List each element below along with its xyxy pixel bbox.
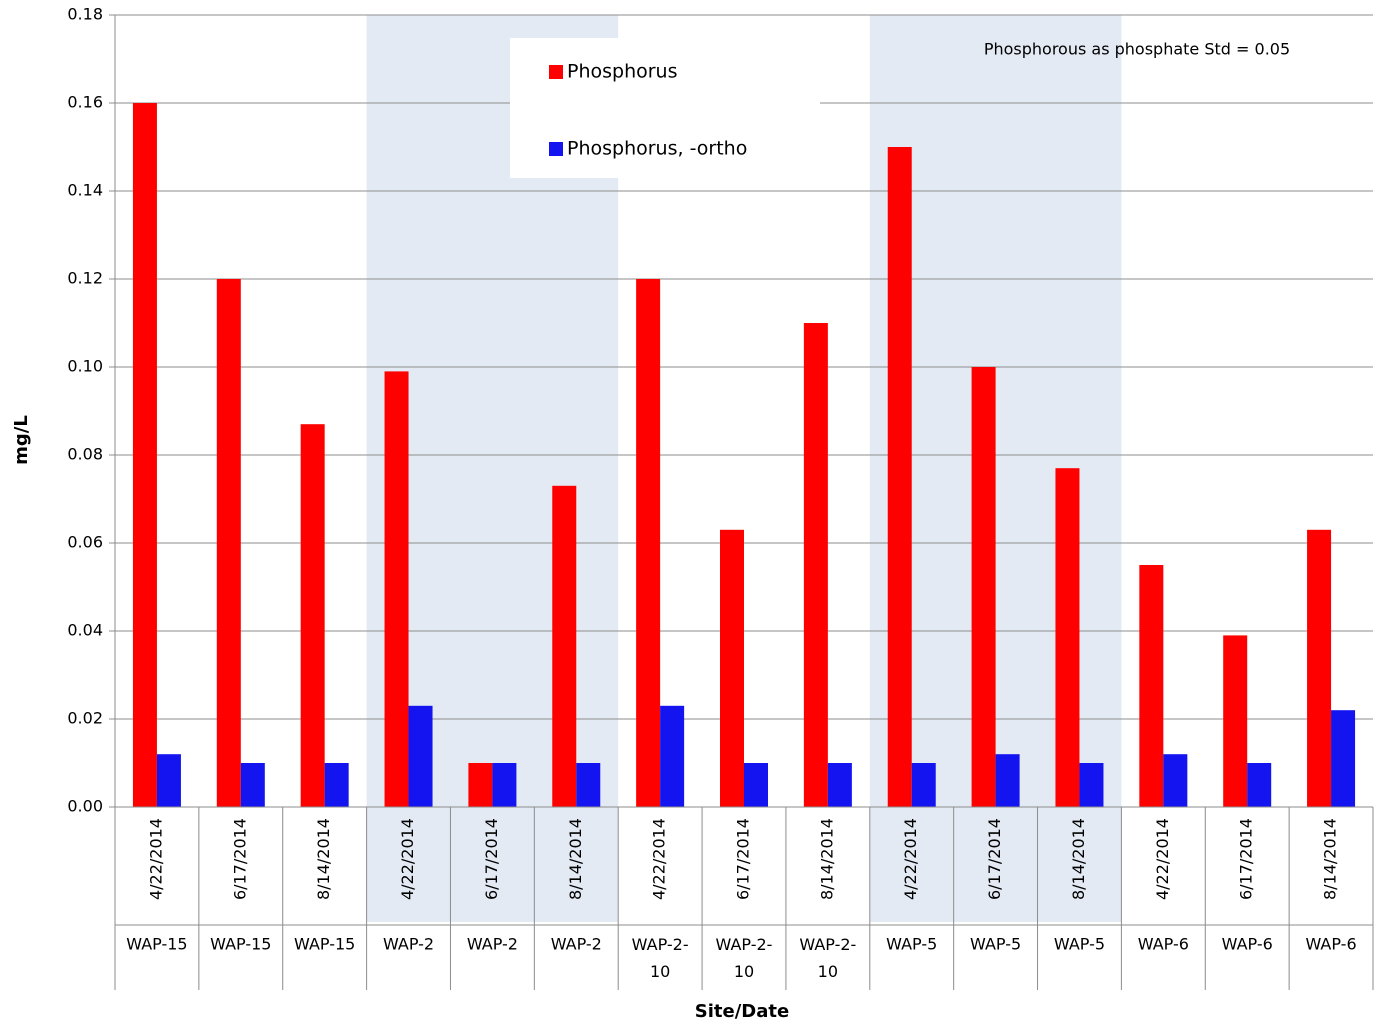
group-label: WAP-15 [210, 935, 271, 954]
bar [636, 279, 661, 807]
bar [995, 754, 1020, 807]
x-tick-label: 4/22/2014 [146, 818, 165, 900]
x-tick-label: 8/14/2014 [566, 818, 585, 900]
y-tick-label: 0.00 [67, 797, 103, 816]
bar [300, 424, 325, 807]
group-label: WAP-6 [1305, 935, 1356, 954]
group-label: WAP-6 [1138, 935, 1189, 954]
y-axis-title: mg/L [11, 415, 32, 465]
bar [720, 529, 744, 807]
bar [660, 705, 685, 807]
bar [1223, 635, 1248, 807]
bar [468, 763, 493, 807]
legend-label: Phosphorus, -ortho [567, 138, 747, 160]
bar [492, 763, 517, 807]
y-tick-label: 0.14 [67, 181, 103, 200]
x-tick-label: 4/22/2014 [398, 818, 417, 900]
bar [1055, 468, 1080, 807]
group-label: WAP-2-10 [716, 935, 773, 981]
bar [132, 103, 157, 807]
x-tick-label: 6/17/2014 [985, 818, 1004, 900]
y-tick-label: 0.10 [67, 357, 103, 376]
group-label: WAP-2 [551, 935, 602, 954]
bar [1163, 754, 1188, 807]
y-tick-label: 0.04 [67, 621, 103, 640]
x-tick-label: 6/17/2014 [1237, 818, 1256, 900]
bar [552, 485, 577, 807]
y-tick-label: 0.16 [67, 93, 103, 112]
x-tick-label: 6/17/2014 [230, 818, 249, 900]
bar [240, 763, 265, 807]
bar [1307, 529, 1332, 807]
bar [408, 705, 433, 807]
bar [576, 763, 601, 807]
bar [803, 323, 828, 807]
bar [216, 279, 241, 807]
x-tick-label: 6/17/2014 [482, 818, 501, 900]
bar [1139, 565, 1164, 807]
bar [887, 147, 912, 807]
x-axis-title: Site/Date [695, 1001, 789, 1022]
x-tick-label: 8/14/2014 [1321, 818, 1340, 900]
bar [744, 763, 768, 807]
group-label: WAP-2-10 [632, 935, 689, 981]
x-tick-label: 4/22/2014 [650, 818, 669, 900]
legend-swatch [549, 65, 563, 79]
group-label: WAP-6 [1222, 935, 1273, 954]
annotation: Phosphorous as phosphate Std = 0.05 [984, 40, 1290, 59]
group-label: WAP-5 [886, 935, 937, 954]
group-label: WAP-5 [1054, 935, 1105, 954]
bar [156, 754, 181, 807]
y-tick-label: 0.08 [67, 445, 103, 464]
bar [827, 763, 852, 807]
group-label: WAP-15 [126, 935, 187, 954]
group-label: WAP-2-10 [799, 935, 856, 981]
y-tick-label: 0.06 [67, 533, 103, 552]
x-tick-label: 8/14/2014 [817, 818, 836, 900]
bar [384, 371, 409, 807]
x-tick-label: 4/22/2014 [1153, 818, 1172, 900]
x-tick-label: 8/14/2014 [314, 818, 333, 900]
y-tick-label: 0.18 [67, 5, 103, 24]
bar [971, 367, 996, 807]
group-label: WAP-15 [294, 935, 355, 954]
bar [324, 763, 349, 807]
y-tick-label: 0.02 [67, 709, 103, 728]
x-tick-label: 4/22/2014 [901, 818, 920, 900]
group-label: WAP-5 [970, 935, 1021, 954]
x-tick-label: 6/17/2014 [734, 818, 753, 900]
legend-label: Phosphorus [567, 61, 678, 83]
group-label: WAP-2 [383, 935, 434, 954]
group-label: WAP-2 [467, 935, 518, 954]
x-tick-label: 8/14/2014 [1069, 818, 1088, 900]
bar [1247, 763, 1272, 807]
y-tick-label: 0.12 [67, 269, 103, 288]
bar [1079, 763, 1104, 807]
legend-swatch [549, 142, 563, 156]
bar [911, 763, 936, 807]
bar [1331, 710, 1356, 807]
